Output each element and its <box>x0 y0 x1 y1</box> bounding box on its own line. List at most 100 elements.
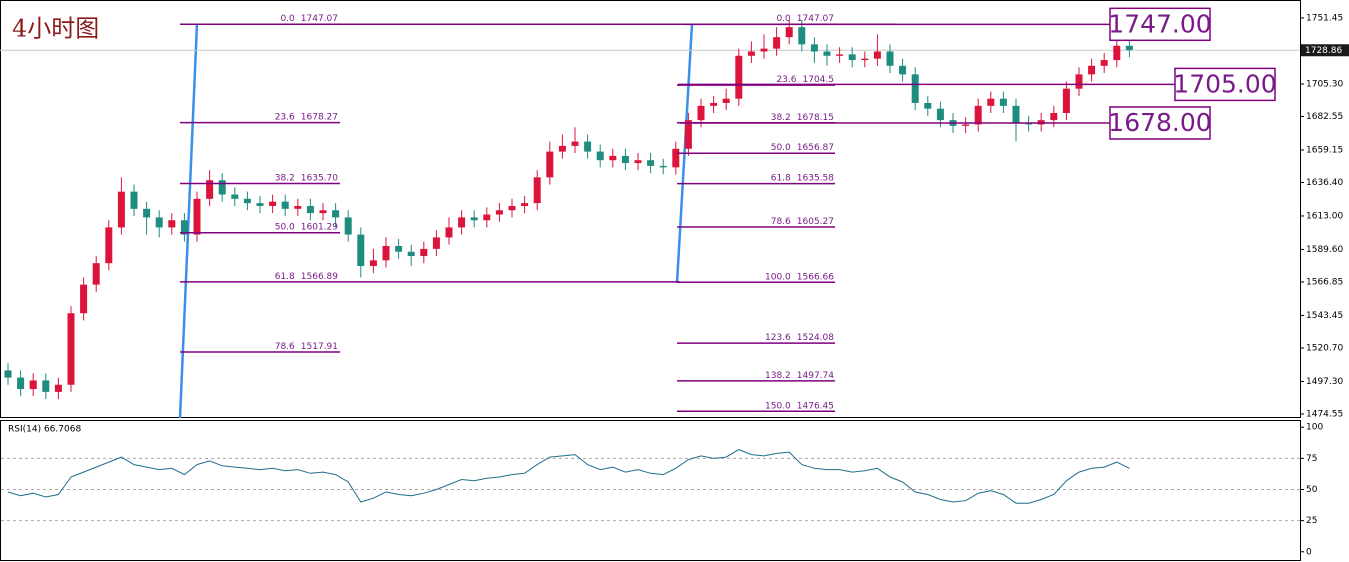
fib-level: 23.6 <box>776 75 796 85</box>
candle-body <box>823 51 831 56</box>
fib-level: 123.6 <box>765 333 791 343</box>
key-level-label: 1678.00 <box>1108 108 1211 137</box>
current-price-box <box>1301 44 1349 57</box>
fib-level: 78.6 <box>771 217 791 227</box>
candle-body <box>508 205 516 211</box>
candle-body <box>773 37 781 49</box>
candle-body <box>155 217 163 228</box>
candle-body <box>218 180 226 195</box>
candle-body <box>29 380 37 390</box>
fib-price: 1678.27 <box>301 112 338 122</box>
fib-level: 0.0 <box>280 14 295 24</box>
candle-body <box>42 380 50 392</box>
y-tick-label: 1705.30 <box>1306 79 1343 89</box>
rsi-line <box>7 449 1130 504</box>
fib-price: 1601.29 <box>301 222 338 232</box>
candle-body <box>735 55 743 99</box>
candle-body <box>710 102 718 106</box>
candle-body <box>521 203 529 206</box>
rsi-panel <box>0 420 1301 561</box>
candle-body <box>1088 65 1096 75</box>
candle-body <box>1050 112 1058 121</box>
candle-body <box>80 284 88 314</box>
fib-level: 138.2 <box>765 370 791 380</box>
candle-body <box>17 377 25 390</box>
candle-body <box>168 220 176 228</box>
fib-label: 123.6 1524.08 <box>765 333 834 343</box>
candle-body <box>54 384 62 392</box>
y-tick-label: 1543.45 <box>1306 311 1343 321</box>
candle-body <box>962 124 970 126</box>
candle-body <box>722 98 730 103</box>
candle-body <box>672 148 680 168</box>
candle-body <box>621 155 629 164</box>
key-level-box <box>1174 67 1276 102</box>
fib-level: 23.6 <box>275 112 295 122</box>
fib-label: 61.8 1635.58 <box>771 173 835 183</box>
candle-body <box>243 198 251 204</box>
candle-body <box>634 160 642 164</box>
y-tick-label: 1613.00 <box>1306 211 1343 221</box>
fib-price: 1566.66 <box>797 272 834 282</box>
y-tick-label: 1520.70 <box>1306 343 1343 353</box>
candle-body <box>420 248 428 257</box>
key-level-box <box>1109 7 1211 42</box>
fib-label: 38.2 1678.15 <box>771 112 834 122</box>
candle-body <box>332 210 340 218</box>
candle-body <box>117 191 125 228</box>
fib-level: 61.8 <box>275 271 295 281</box>
fib-price: 1635.70 <box>301 173 338 183</box>
candle-body <box>495 210 503 215</box>
y-tick-label: 1497.30 <box>1306 377 1343 387</box>
fib-price: 1517.91 <box>301 341 338 351</box>
candle-body <box>357 234 365 267</box>
candle-body <box>269 201 277 206</box>
y-tick-label: 100 <box>1306 423 1323 433</box>
candle-body <box>470 217 478 221</box>
y-tick-label: 75 <box>1306 454 1317 464</box>
fib-label: 138.2 1497.74 <box>765 370 834 380</box>
fib-price: 1747.07 <box>797 14 834 24</box>
chart-title: 4小时图 <box>12 15 99 43</box>
fib-price: 1635.58 <box>797 173 834 183</box>
candle-body <box>92 263 100 285</box>
candle-body <box>67 313 75 385</box>
fib-label: 50.0 1601.29 <box>275 222 339 232</box>
fib-level: 0.0 <box>776 14 791 24</box>
candle-body <box>974 105 982 125</box>
fib-level: 78.6 <box>275 341 295 351</box>
candle-body <box>747 51 755 56</box>
key-level-box <box>1109 106 1211 140</box>
candle-body <box>130 191 138 209</box>
key-level-label: 1705.00 <box>1173 69 1276 98</box>
fib-price: 1704.5 <box>803 75 835 85</box>
candle-body <box>407 251 415 257</box>
y-tick-label: 0 <box>1306 547 1312 557</box>
fib-price: 1524.08 <box>797 333 834 343</box>
candle-body <box>836 54 844 56</box>
candle-body <box>382 246 390 261</box>
candle-body <box>369 260 377 267</box>
y-tick-label: 1636.40 <box>1306 178 1343 188</box>
fib-level: 38.2 <box>275 173 295 183</box>
candle-body <box>861 58 869 61</box>
fib-label: 61.8 1566.89 <box>275 271 339 281</box>
candle-body <box>848 54 856 61</box>
candle-body <box>180 220 188 235</box>
fib-level: 61.8 <box>771 173 791 183</box>
candle-body <box>873 51 881 59</box>
fib-level: 150.0 <box>765 401 791 411</box>
candle-body <box>936 108 944 121</box>
fib-price: 1678.15 <box>797 112 834 122</box>
candle-body <box>558 145 566 152</box>
candle-body <box>445 227 453 238</box>
candle-body <box>483 214 491 221</box>
y-tick-label: 1566.85 <box>1306 277 1343 287</box>
candle-body <box>546 151 554 178</box>
fib-label: 50.0 1656.87 <box>771 143 834 153</box>
candle-body <box>231 194 239 199</box>
candle-body <box>1062 88 1070 113</box>
candle-body <box>647 160 655 166</box>
fib-label: 150.0 1476.45 <box>765 401 834 411</box>
